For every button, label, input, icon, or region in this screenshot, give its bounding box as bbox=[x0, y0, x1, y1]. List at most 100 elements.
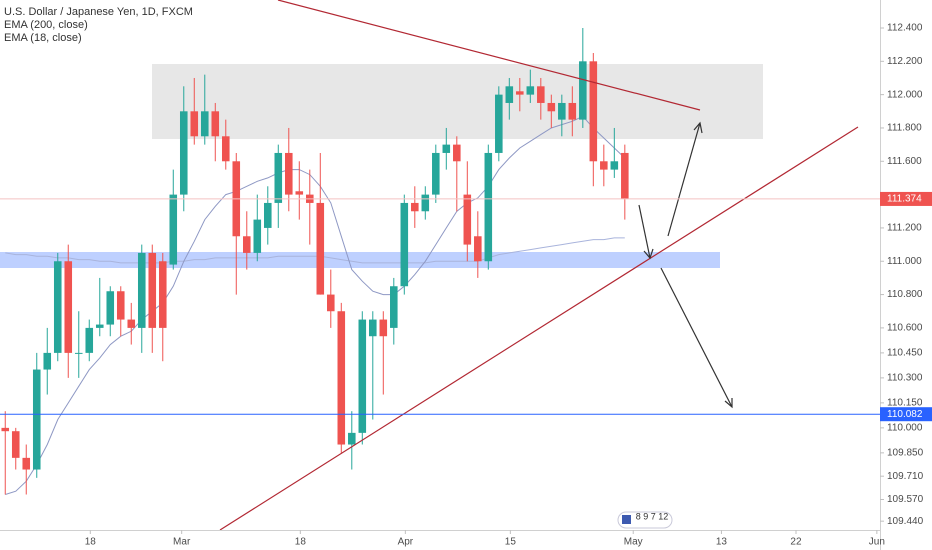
candle-body bbox=[579, 61, 587, 120]
y-tick-label: 112.200 bbox=[887, 56, 923, 67]
arrow-head bbox=[693, 121, 703, 134]
y-tick-label: 110.150 bbox=[887, 398, 923, 409]
candle-body bbox=[369, 319, 377, 337]
candle-body bbox=[337, 311, 346, 445]
ema-line bbox=[5, 115, 626, 495]
arrow bbox=[638, 204, 651, 259]
drawings bbox=[0, 64, 763, 268]
candle-body bbox=[179, 111, 188, 195]
candle-body bbox=[379, 319, 388, 337]
price-label: 110.082 bbox=[887, 409, 923, 420]
candle-body bbox=[221, 136, 230, 162]
candle-body bbox=[390, 286, 398, 328]
y-tick-label: 111.000 bbox=[887, 256, 922, 267]
arrow bbox=[660, 267, 733, 408]
candle-body bbox=[253, 219, 262, 253]
x-tick-label: 18 bbox=[295, 537, 307, 548]
candle-body bbox=[85, 327, 94, 353]
y-tick-label: 110.800 bbox=[887, 289, 923, 300]
x-tick-label: 15 bbox=[505, 537, 517, 548]
price-label: 111.374 bbox=[887, 194, 922, 205]
resistance-zone bbox=[152, 64, 763, 139]
candle-body bbox=[568, 102, 577, 120]
candle-body bbox=[526, 86, 535, 95]
candle-body bbox=[274, 152, 283, 203]
trend-line bbox=[219, 126, 859, 531]
candle-body bbox=[484, 152, 493, 262]
candle-body bbox=[327, 294, 335, 312]
x-tick-label: Apr bbox=[398, 537, 414, 548]
candle-body bbox=[106, 291, 115, 325]
candle-body bbox=[600, 161, 608, 170]
candle-body bbox=[64, 261, 73, 353]
candle-body bbox=[190, 111, 199, 137]
y-tick-label: 109.850 bbox=[887, 447, 924, 458]
y-tick-label: 110.300 bbox=[887, 373, 923, 384]
legend-entry: EMA (200, close) bbox=[4, 19, 88, 31]
x-tick-label: 18 bbox=[85, 537, 97, 548]
candle-body bbox=[200, 111, 209, 137]
y-tick-label: 109.710 bbox=[887, 471, 924, 482]
candle-body bbox=[537, 86, 545, 103]
price-label-box bbox=[880, 191, 932, 206]
candle-body bbox=[316, 202, 325, 295]
candle-body bbox=[505, 86, 514, 103]
y-tick-label: 111.200 bbox=[887, 223, 922, 234]
candle-body bbox=[95, 324, 104, 328]
candle-body bbox=[516, 91, 524, 95]
annotations bbox=[219, 0, 859, 531]
x-tick-label: 22 bbox=[790, 537, 802, 548]
arrow-head bbox=[643, 248, 654, 260]
candle-body bbox=[158, 261, 167, 328]
arrow bbox=[667, 122, 701, 237]
candle-body bbox=[127, 319, 136, 328]
candle-body bbox=[474, 236, 482, 262]
candle-body bbox=[589, 61, 598, 162]
candle-body bbox=[453, 144, 461, 162]
y-tick-label: 109.440 bbox=[887, 516, 924, 527]
y-tick-label: 111.600 bbox=[887, 156, 922, 167]
candle-body bbox=[421, 194, 430, 212]
candle-body bbox=[22, 457, 31, 470]
candle-body bbox=[242, 236, 251, 253]
candle-body bbox=[547, 102, 556, 112]
price-label-box bbox=[880, 407, 932, 422]
candle-body bbox=[53, 261, 62, 353]
flag-icon bbox=[622, 515, 631, 524]
candle-body bbox=[43, 352, 52, 370]
y-tick-label: 110.600 bbox=[887, 323, 923, 334]
candle-body bbox=[621, 152, 629, 199]
candle-body bbox=[264, 202, 272, 228]
candle-body bbox=[285, 152, 293, 195]
candle-body bbox=[558, 102, 566, 120]
candle-body bbox=[432, 152, 440, 195]
arrow-head bbox=[724, 398, 733, 409]
candle-body bbox=[32, 369, 41, 470]
y-tick-label: 110.000 bbox=[887, 423, 923, 434]
candle-body bbox=[295, 191, 304, 195]
candle-body bbox=[495, 94, 503, 153]
candle-body bbox=[610, 161, 619, 170]
events-label: 8 9 7 12 bbox=[636, 511, 669, 521]
plot bbox=[1, 27, 629, 495]
symbol-title: U.S. Dollar / Japanese Yen, 1D, FXCM bbox=[4, 6, 193, 18]
candle-body bbox=[137, 252, 146, 328]
x-tick-label: Jun bbox=[869, 537, 885, 548]
candle-body bbox=[411, 202, 419, 212]
candle-body bbox=[400, 202, 409, 287]
ema-line bbox=[5, 237, 625, 264]
y-tick-label: 109.570 bbox=[887, 494, 924, 505]
x-tick-label: May bbox=[624, 537, 643, 548]
legend-entry: EMA (18, close) bbox=[4, 32, 82, 44]
y-tick-label: 110.450 bbox=[887, 348, 923, 359]
candle-body bbox=[148, 252, 157, 328]
candle-body bbox=[1, 427, 10, 432]
events-icon: 8 9 7 12 bbox=[617, 511, 673, 529]
y-tick-label: 111.800 bbox=[887, 123, 922, 134]
trend-line bbox=[277, 0, 701, 111]
candle-body bbox=[74, 352, 83, 354]
x-tick-label: Mar bbox=[173, 537, 191, 548]
candle-body bbox=[463, 194, 472, 245]
x-tick-label: 13 bbox=[716, 537, 728, 548]
